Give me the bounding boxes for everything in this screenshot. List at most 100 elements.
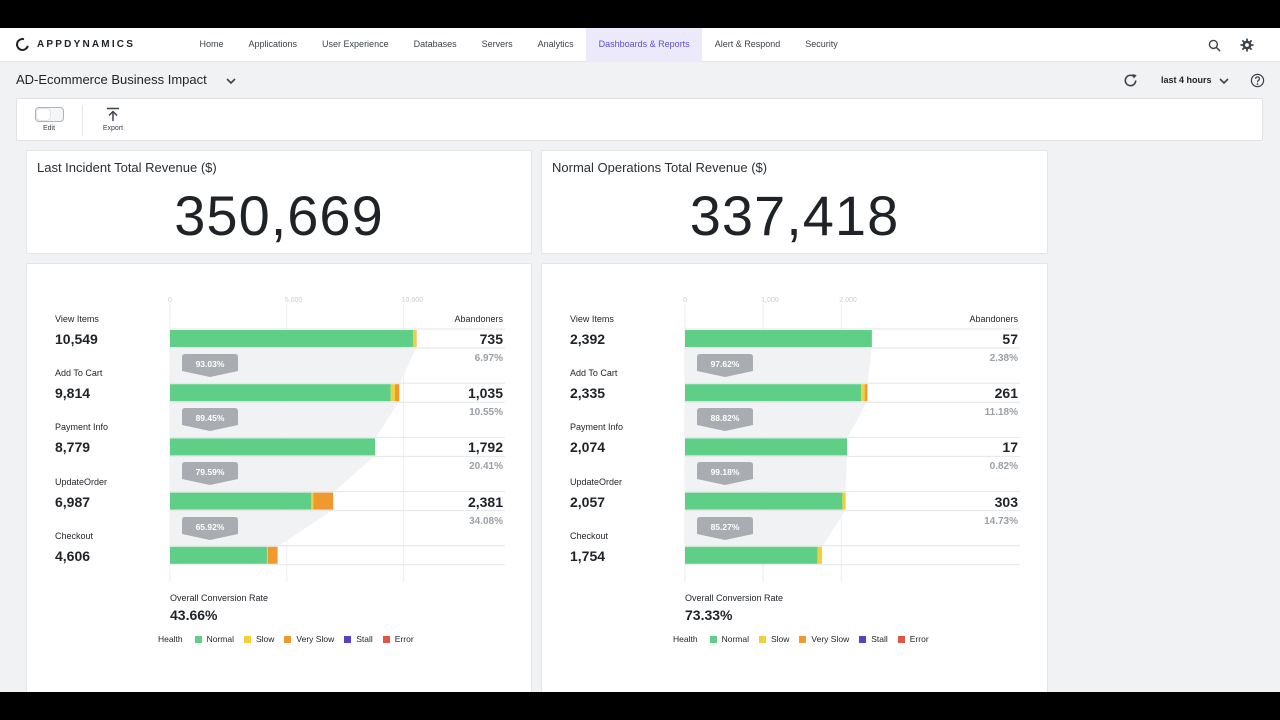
funnel-bar-normal[interactable] [685,438,848,456]
brand-logo[interactable]: APPDYNAMICS [13,35,135,54]
funnel-bar-slow[interactable] [842,492,846,510]
funnel-bar-normal[interactable] [170,492,312,510]
stage-count: 4,606 [55,547,91,564]
stage-name: View Items [55,314,99,324]
funnel-bar-slow[interactable] [311,492,314,510]
conversion-rate-value: 79.59% [195,467,225,478]
kpi-widget-last-incident: Last Incident Total Revenue ($) 350,669 [26,150,532,254]
overall-conversion-label: Overall Conversion Rate [685,593,784,603]
kpi-value: 350,669 [174,184,384,247]
stage-name: Checkout [570,530,609,541]
stage-name: Checkout [55,530,94,541]
axis-tick-label: 10,000 [401,297,424,304]
legend-label: Slow [770,634,790,644]
nav-item-applications[interactable]: Applications [248,39,298,49]
funnel-bar-normal[interactable] [170,330,413,347]
axis-tick-label: 2,000 [839,297,857,304]
nav-item-analytics[interactable]: Analytics [537,39,574,49]
funnel-bar-normal[interactable] [170,438,376,456]
funnel-chart: 0 5,000 10,000 93.03% View Items 10,549 735 6.9… [27,264,531,692]
app-window: APPDYNAMICS Home Applications User Experie… [0,28,1280,692]
legend-item: Stall [344,634,373,644]
funnel-widget-last-incident: 0 5,000 10,000 93.03% View Items 10,549 735 6.9… [26,263,532,692]
kpi-title: Last Incident Total Revenue ($) [37,160,217,175]
funnel-bar-normal[interactable] [170,384,391,402]
funnel-bar-very-slow[interactable] [864,384,868,402]
nav-item-alert-respond[interactable]: Alert & Respond [714,39,781,49]
funnel-bar-slow[interactable] [861,384,865,402]
gear-icon[interactable] [1239,37,1255,53]
legend-label: Normal [206,634,234,644]
refresh-icon[interactable] [1122,72,1139,89]
stage-name: Add To Cart [55,368,103,379]
abandoners-percent: 6.97% [474,353,503,364]
nav-item-dashboards-reports[interactable]: Dashboards & Reports [586,28,703,62]
abandoners-percent: 34.08% [469,515,503,527]
timerange-chevron-down-icon[interactable] [1217,74,1231,88]
funnel-bar-normal[interactable] [170,546,267,564]
kpi-value: 337,418 [689,184,900,247]
timerange-selector[interactable]: last 4 hours [1161,75,1212,85]
stage-name: View Items [570,314,614,324]
edit-label: Edit [42,125,56,132]
legend-swatch [758,635,766,643]
funnel-bar-very-slow[interactable] [313,492,334,510]
conversion-rate-pill: 93.03% [182,354,238,378]
nav-item-home[interactable]: Home [199,39,224,49]
nav-item-security[interactable]: Security [805,39,838,49]
stage-count: 8,779 [55,439,91,456]
funnel-bar-normal[interactable] [685,330,872,347]
overall-conversion-value: 43.66% [170,607,218,623]
conversion-rate-pill: 85.27% [697,516,753,541]
export-icon [107,107,119,121]
funnel-bar-slow[interactable] [266,546,268,564]
stage-name: UpdateOrder [55,476,108,487]
abandoners-count: 1,792 [467,439,503,456]
funnel-bar-very-slow[interactable] [267,546,278,564]
abandoners-header: Abandoners [969,314,1018,324]
abandoners-count: 735 [479,331,503,347]
abandoners-count: 303 [994,493,1018,510]
chevron-down-icon[interactable] [224,74,238,88]
conversion-rate-pill: 79.59% [182,462,238,486]
funnel-bar-slow[interactable] [817,546,823,564]
stage-count: 2,074 [570,439,606,456]
kpi-title: Normal Operations Total Revenue ($) [552,160,768,175]
funnel-bar-normal[interactable] [685,492,843,510]
stage-name: Payment Info [570,422,624,433]
letterbox-top [0,0,1280,28]
export-button[interactable]: Export [97,99,129,142]
funnel-bar-slow[interactable] [412,330,416,347]
legend-label: Error [909,634,929,644]
funnel-bar-normal[interactable] [685,546,818,564]
funnel-bar-very-slow[interactable] [395,384,400,402]
help-icon[interactable] [1250,73,1265,88]
funnel-bar-very-slow[interactable] [415,330,417,347]
legend-item: Slow [243,634,274,644]
funnel-bar-normal[interactable] [685,384,862,402]
toggle-switch[interactable] [34,107,64,122]
conversion-rate-pill: 89.45% [182,408,238,432]
stage-count: 1,754 [570,547,606,564]
legend-label: Very Slow [296,634,335,644]
edit-toggle[interactable]: Edit [33,99,65,142]
health-legend: Health Normal Slow Very Slow Stall Error [673,634,939,644]
legend-swatch [709,635,717,643]
legend-swatch [799,635,807,643]
abandoners-percent: 14.73% [984,515,1018,527]
funnel-bar-slow[interactable] [390,384,395,402]
appdynamics-logo-icon [13,35,32,54]
nav-item-user-experience[interactable]: User Experience [322,39,389,49]
nav-item-servers[interactable]: Servers [481,39,513,49]
abandoners-count: 261 [994,385,1018,402]
kpi-widget-normal-operations: Normal Operations Total Revenue ($) 337,… [541,150,1048,254]
funnel-chart: 0 1,000 2,000 97.62% View Items 2,392 57 2.38% 8… [542,264,1047,692]
search-icon[interactable] [1206,37,1222,53]
legend-item: Slow [758,634,790,644]
nav-item-databases[interactable]: Databases [413,39,457,49]
top-nav: APPDYNAMICS Home Applications User Experie… [0,28,1280,62]
conversion-rate-value: 85.27% [710,521,740,532]
letterbox-bottom [0,692,1280,720]
dashboard-title: AD-Ecommerce Business Impact [16,72,207,87]
axis-tick-label: 1,000 [761,297,779,304]
